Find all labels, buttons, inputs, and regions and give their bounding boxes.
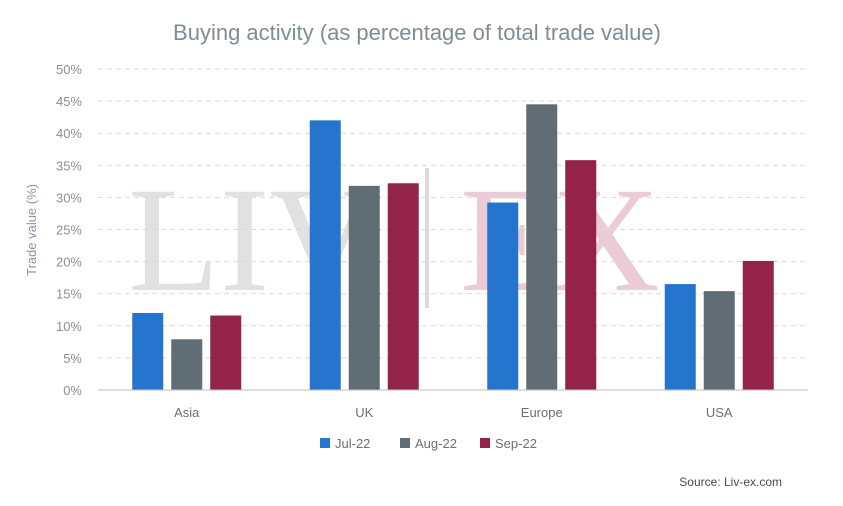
y-axis-label: Trade value (%) bbox=[24, 184, 39, 276]
legend-swatch bbox=[480, 438, 490, 448]
y-tick-label: 20% bbox=[56, 255, 82, 270]
bar-jul-22-uk bbox=[309, 120, 341, 391]
source-note: Source: Liv-ex.com bbox=[679, 475, 782, 489]
y-axis-ticks: 0% 5% 10% 15% 20% 25% 30% 35% 40% 45% 50% bbox=[56, 62, 82, 398]
legend-swatch bbox=[320, 438, 330, 448]
legend-label: Aug-22 bbox=[415, 436, 457, 451]
x-category-label: USA bbox=[706, 405, 733, 420]
y-tick-label: 5% bbox=[63, 351, 82, 366]
bar-sep-22-asia bbox=[210, 315, 242, 390]
y-tick-label: 50% bbox=[56, 62, 82, 77]
bar-jul-22-europe bbox=[487, 202, 519, 390]
bars bbox=[132, 104, 774, 391]
y-tick-label: 40% bbox=[56, 126, 82, 141]
x-category-label: Europe bbox=[521, 405, 563, 420]
y-tick-label: 10% bbox=[56, 319, 82, 334]
bar-sep-22-europe bbox=[565, 160, 597, 390]
bar-aug-22-uk bbox=[348, 185, 380, 390]
legend-label: Sep-22 bbox=[495, 436, 537, 451]
y-tick-label: 25% bbox=[56, 223, 82, 238]
bar-sep-22-uk bbox=[387, 183, 419, 390]
legend-label: Jul-22 bbox=[335, 436, 370, 451]
legend-swatch bbox=[400, 438, 410, 448]
bar-aug-22-asia bbox=[171, 339, 203, 390]
bar-jul-22-usa bbox=[664, 284, 696, 390]
chart-title: Buying activity (as percentage of total … bbox=[173, 20, 661, 45]
y-tick-label: 15% bbox=[56, 287, 82, 302]
legend: Jul-22 Aug-22 Sep-22 bbox=[320, 436, 537, 451]
bar-sep-22-usa bbox=[742, 260, 774, 390]
bar-aug-22-europe bbox=[526, 104, 558, 390]
x-axis-categories: Asia UK Europe USA bbox=[174, 405, 733, 420]
bar-jul-22-asia bbox=[132, 312, 164, 390]
y-tick-label: 30% bbox=[56, 190, 82, 205]
x-category-label: UK bbox=[355, 405, 373, 420]
x-category-label: Asia bbox=[174, 405, 200, 420]
bar-aug-22-usa bbox=[703, 291, 735, 390]
y-tick-label: 0% bbox=[63, 383, 82, 398]
y-tick-label: 35% bbox=[56, 158, 82, 173]
y-tick-label: 45% bbox=[56, 94, 82, 109]
